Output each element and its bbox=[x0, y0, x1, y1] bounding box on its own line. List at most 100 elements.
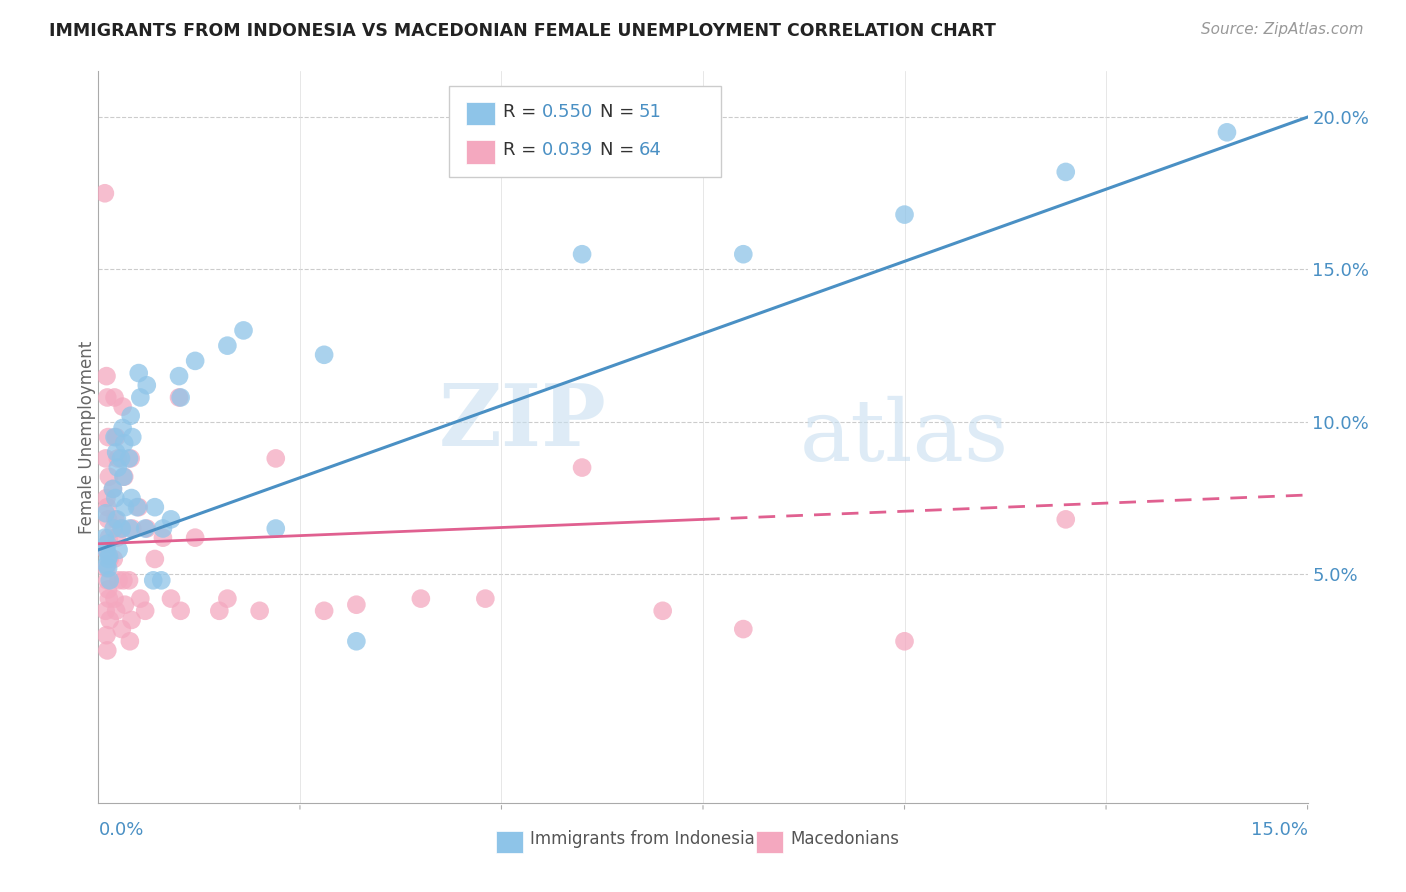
Point bbox=[344, 634, 367, 648]
Point bbox=[118, 634, 141, 648]
Point bbox=[142, 574, 165, 588]
Point bbox=[129, 391, 152, 405]
Point bbox=[893, 208, 915, 222]
FancyBboxPatch shape bbox=[496, 831, 523, 854]
Point bbox=[97, 430, 120, 444]
Point bbox=[96, 491, 118, 505]
Point bbox=[135, 521, 157, 535]
Point bbox=[112, 436, 135, 450]
Point bbox=[120, 409, 142, 423]
Point bbox=[112, 574, 135, 588]
Y-axis label: Female Unemployment: Female Unemployment bbox=[79, 341, 96, 533]
Point bbox=[94, 542, 117, 557]
Point bbox=[314, 604, 336, 618]
Point bbox=[97, 552, 120, 566]
Point bbox=[97, 561, 120, 575]
Point bbox=[97, 591, 120, 606]
Point bbox=[94, 531, 117, 545]
Point bbox=[105, 445, 128, 459]
Text: 0.039: 0.039 bbox=[543, 141, 593, 159]
Point bbox=[160, 591, 183, 606]
Point bbox=[105, 430, 128, 444]
Point bbox=[96, 542, 118, 557]
Point bbox=[97, 549, 120, 563]
Point bbox=[103, 552, 125, 566]
Point bbox=[217, 591, 239, 606]
Point bbox=[733, 622, 755, 636]
Point bbox=[112, 469, 135, 483]
Point bbox=[264, 451, 287, 466]
FancyBboxPatch shape bbox=[449, 86, 721, 178]
Point bbox=[107, 460, 129, 475]
Point bbox=[97, 582, 120, 597]
Point bbox=[98, 613, 121, 627]
Text: Immigrants from Indonesia: Immigrants from Indonesia bbox=[530, 830, 755, 848]
Point bbox=[96, 369, 118, 384]
Point bbox=[107, 451, 129, 466]
Point bbox=[96, 558, 118, 573]
Point bbox=[94, 186, 117, 201]
Point bbox=[121, 430, 143, 444]
Point bbox=[96, 391, 118, 405]
Point bbox=[143, 500, 166, 515]
Point bbox=[114, 598, 136, 612]
Text: atlas: atlas bbox=[800, 395, 1010, 479]
Text: R =: R = bbox=[503, 141, 543, 159]
Point bbox=[96, 561, 118, 575]
Point bbox=[409, 591, 432, 606]
Point bbox=[128, 500, 150, 515]
Point bbox=[101, 482, 124, 496]
Point bbox=[344, 598, 367, 612]
Point bbox=[1216, 125, 1239, 139]
Point bbox=[264, 521, 287, 535]
Point bbox=[98, 574, 121, 588]
Point bbox=[104, 491, 127, 505]
Point bbox=[111, 521, 134, 535]
Point bbox=[184, 531, 207, 545]
Point bbox=[314, 348, 336, 362]
Point bbox=[94, 506, 117, 520]
Point bbox=[96, 628, 118, 642]
Text: N =: N = bbox=[600, 141, 640, 159]
Point bbox=[651, 604, 673, 618]
Text: 64: 64 bbox=[638, 141, 662, 159]
Point bbox=[143, 552, 166, 566]
Point bbox=[111, 622, 134, 636]
Point bbox=[94, 451, 117, 466]
Point bbox=[1054, 512, 1077, 526]
Point bbox=[96, 574, 118, 588]
Point bbox=[94, 604, 117, 618]
Point bbox=[118, 521, 141, 535]
Point bbox=[169, 604, 191, 618]
Point bbox=[104, 512, 127, 526]
Point bbox=[103, 591, 125, 606]
Point bbox=[160, 512, 183, 526]
Text: Macedonians: Macedonians bbox=[790, 830, 898, 848]
Text: 15.0%: 15.0% bbox=[1250, 821, 1308, 839]
Point bbox=[105, 512, 128, 526]
Point bbox=[169, 391, 191, 405]
Point bbox=[127, 500, 149, 515]
Point bbox=[103, 391, 125, 405]
Point bbox=[107, 574, 129, 588]
Text: IMMIGRANTS FROM INDONESIA VS MACEDONIAN FEMALE UNEMPLOYMENT CORRELATION CHART: IMMIGRANTS FROM INDONESIA VS MACEDONIAN … bbox=[49, 22, 995, 40]
Point bbox=[150, 574, 173, 588]
Point bbox=[114, 500, 136, 515]
Point bbox=[118, 451, 141, 466]
Point bbox=[167, 369, 190, 384]
Text: R =: R = bbox=[503, 103, 543, 120]
Point bbox=[96, 643, 118, 657]
Point bbox=[232, 323, 254, 337]
Point bbox=[96, 500, 118, 515]
Point bbox=[97, 512, 120, 526]
Point bbox=[105, 604, 128, 618]
Text: 0.550: 0.550 bbox=[543, 103, 593, 120]
Point bbox=[111, 400, 134, 414]
Point bbox=[110, 521, 132, 535]
Text: 0.0%: 0.0% bbox=[98, 821, 143, 839]
Point bbox=[128, 366, 150, 380]
Point bbox=[134, 604, 156, 618]
FancyBboxPatch shape bbox=[465, 140, 495, 163]
FancyBboxPatch shape bbox=[756, 831, 783, 854]
Text: N =: N = bbox=[600, 103, 640, 120]
